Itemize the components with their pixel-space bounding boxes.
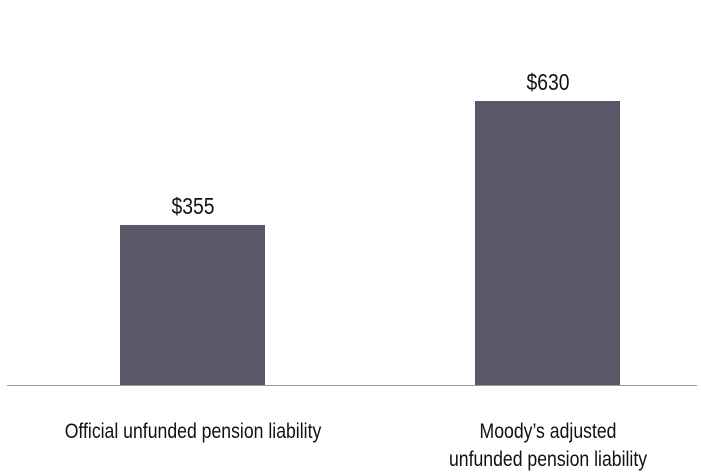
bar [120,224,265,385]
value-label: $630 [526,69,569,95]
category-label: Official unfunded pension liability [64,420,321,443]
value-label: $355 [171,192,214,219]
bar [475,101,620,385]
category-label: Moody’s adjusted unfunded pension liabil… [448,420,647,471]
